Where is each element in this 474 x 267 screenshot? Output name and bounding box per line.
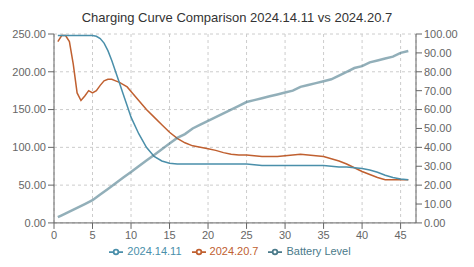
svg-text:150.00: 150.00 [12,103,46,115]
svg-text:60.00: 60.00 [424,103,452,115]
svg-text:0.00: 0.00 [424,217,445,229]
svg-text:25: 25 [240,229,252,241]
svg-text:50.00: 50.00 [424,122,452,134]
svg-text:50.00: 50.00 [18,179,46,191]
svg-text:100.00: 100.00 [12,141,46,153]
svg-text:40: 40 [356,229,368,241]
html-text:2024.14.11: 2024.14.11 [127,244,182,257]
svg-text:30: 30 [279,229,291,241]
svg-text:0: 0 [51,229,57,241]
svg-text:5: 5 [89,229,95,241]
svg-text:30.00: 30.00 [424,160,452,172]
svg-text:20.00: 20.00 [424,179,452,191]
svg-text:100.00: 100.00 [424,28,458,40]
svg-text:80.00: 80.00 [424,66,452,78]
svg-text:20: 20 [202,229,214,241]
svg-text:45: 45 [394,229,406,241]
svg-text:15: 15 [163,229,175,241]
svg-text:70.00: 70.00 [424,85,452,97]
html-text:Charging Curve Comparison 2024: Charging Curve Comparison 2024.14.11 vs … [81,10,393,25]
svg-text:10: 10 [125,229,137,241]
html-text:Battery Level: Battery Level [286,244,351,257]
svg-text:90.00: 90.00 [424,47,452,59]
html-text:2024.20.7: 2024.20.7 [209,244,259,257]
svg-text:200.00: 200.00 [12,66,46,78]
svg-text:40.00: 40.00 [424,141,452,153]
svg-text:250.00: 250.00 [12,28,46,40]
svg-text:10.00: 10.00 [424,198,452,210]
svg-text:0.00: 0.00 [25,217,46,229]
svg-text:35: 35 [317,229,329,241]
